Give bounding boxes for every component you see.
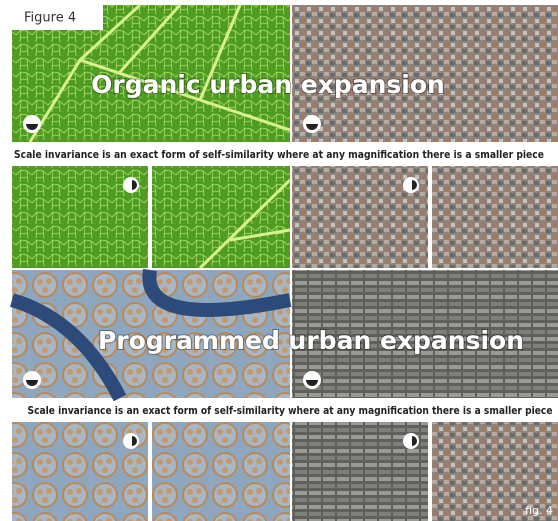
- icon: [123, 433, 139, 449]
- figure: Figure 4 Organic urban expansion Scale i…: [0, 0, 558, 521]
- icon: [403, 177, 419, 193]
- aerial-tile: [432, 166, 558, 268]
- icon: [23, 115, 41, 133]
- figure-label: Figure 4: [24, 11, 76, 26]
- icon: [303, 371, 321, 389]
- panel-title: Programmed urban expansion: [98, 326, 524, 355]
- caption: Scale invariance is an exact form of sel…: [28, 405, 553, 417]
- leaf-tile: [152, 166, 290, 268]
- icon: [303, 115, 321, 133]
- panel-title: Organic urban expansion: [91, 70, 445, 99]
- icon: [123, 177, 139, 193]
- icon: [403, 433, 419, 449]
- caption: Scale invariance is an exact form of sel…: [14, 149, 544, 161]
- fractal-tile: [152, 422, 290, 521]
- page: {"figure_label": "Figure 4", "panels": […: [0, 0, 558, 521]
- footer-label: fig. 4: [525, 504, 553, 517]
- icon: [23, 371, 41, 389]
